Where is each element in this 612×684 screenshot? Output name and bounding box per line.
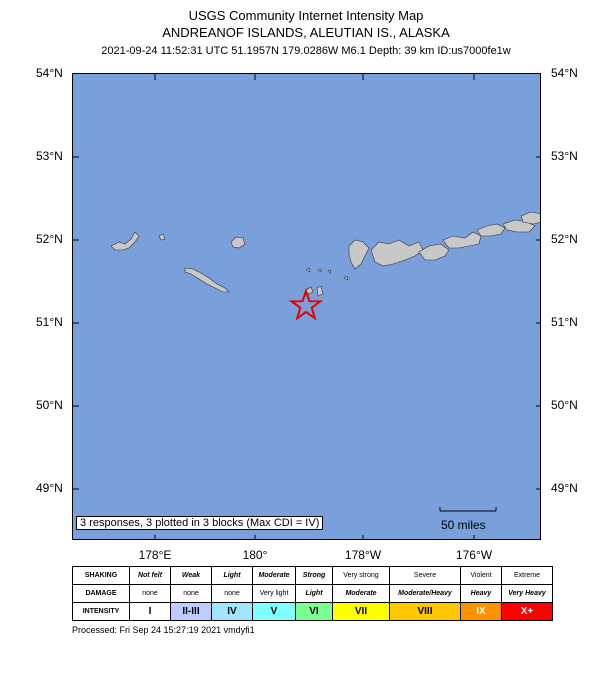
island-east-5	[476, 223, 506, 237]
intensity-cell: VIII	[389, 602, 461, 621]
islands	[110, 211, 540, 297]
scale-label: 50 miles	[441, 518, 486, 532]
island-chain-1	[184, 267, 230, 293]
legend-cell: Weak	[170, 566, 212, 585]
event-info: 2021-09-24 11:52:31 UTC 51.1957N 179.028…	[101, 45, 511, 57]
islet-3	[327, 269, 332, 274]
legend-cell: none	[211, 584, 253, 603]
processed-timestamp: Processed: Fri Sep 24 15:27:19 2021 vmdy…	[72, 625, 255, 635]
legend-cell: Strong	[295, 566, 333, 585]
island-east-4	[442, 231, 482, 249]
island-east-1	[348, 239, 370, 270]
islet-4	[343, 275, 349, 281]
legend-row-intensity: INTENSITY I II-III IV V VI VII VIII IX X…	[72, 602, 553, 621]
island-east-3	[418, 243, 450, 261]
island-west-2	[158, 233, 166, 241]
legend-cell: none	[170, 584, 212, 603]
legend-row-shaking: SHAKING Not felt Weak Light Moderate Str…	[72, 566, 553, 585]
legend-header: DAMAGE	[72, 584, 130, 603]
intensity-cell: VII	[332, 602, 390, 621]
legend-cell: Very light	[252, 584, 296, 603]
island-east-7	[520, 211, 540, 225]
lat-label-left: 51°N	[36, 315, 63, 329]
legend-cell: Heavy	[460, 584, 502, 603]
island-west-3	[230, 236, 246, 249]
region-name: ANDREANOF ISLANDS, ALEUTIAN IS., ALASKA	[162, 25, 450, 40]
lat-label-left: 52°N	[36, 232, 63, 246]
intensity-cell: V	[252, 602, 296, 621]
map-canvas	[73, 74, 540, 539]
legend-header: INTENSITY	[72, 602, 130, 621]
intensity-cell: IV	[211, 602, 253, 621]
legend-cell: Moderate/Heavy	[389, 584, 461, 603]
intensity-cell: II-III	[170, 602, 212, 621]
responses-note: 3 responses, 3 plotted in 3 blocks (Max …	[76, 516, 324, 530]
lon-label: 176°W	[455, 548, 493, 562]
lon-label: 178°E	[138, 548, 172, 562]
legend-cell: Light	[295, 584, 333, 603]
legend-row-damage: DAMAGE none none none Very light Light M…	[72, 584, 553, 603]
lon-label: 180°	[242, 548, 268, 562]
lat-label-right: 49°N	[551, 481, 578, 495]
lat-label-right: 53°N	[551, 149, 578, 163]
map-title: USGS Community Internet Intensity Map	[188, 8, 424, 23]
islet-2	[317, 268, 322, 273]
legend-cell: Extreme	[501, 566, 553, 585]
star-icon	[288, 287, 324, 321]
lat-label-left: 54°N	[36, 66, 63, 80]
islet-6	[316, 285, 324, 297]
intensity-cell: VI	[295, 602, 333, 621]
legend-cell: Very strong	[332, 566, 390, 585]
intensity-cell: X+	[501, 602, 553, 621]
legend-cell: Very Heavy	[501, 584, 553, 603]
legend-cell: Not felt	[129, 566, 171, 585]
legend-cell: none	[129, 584, 171, 603]
legend-cell: Moderate	[332, 584, 390, 603]
lon-label: 178°W	[344, 548, 382, 562]
intensity-map[interactable]	[72, 73, 541, 540]
intensity-cell: IX	[460, 602, 502, 621]
lat-label-right: 50°N	[551, 398, 578, 412]
islet-1	[305, 267, 311, 273]
legend-header: SHAKING	[72, 566, 130, 585]
island-west-1	[110, 231, 140, 251]
legend-cell: Severe	[389, 566, 461, 585]
island-east-2	[370, 239, 424, 267]
legend-cell: Light	[211, 566, 253, 585]
scale-bar	[439, 507, 497, 512]
intensity-legend: SHAKING Not felt Weak Light Moderate Str…	[72, 566, 553, 621]
lat-label-right: 52°N	[551, 232, 578, 246]
lat-label-left: 49°N	[36, 481, 63, 495]
intensity-cell: I	[129, 602, 171, 621]
lat-label-right: 54°N	[551, 66, 578, 80]
lat-label-left: 53°N	[36, 149, 63, 163]
lat-label-right: 51°N	[551, 315, 578, 329]
legend-cell: Moderate	[252, 566, 296, 585]
legend-cell: Violent	[460, 566, 502, 585]
lat-label-left: 50°N	[36, 398, 63, 412]
